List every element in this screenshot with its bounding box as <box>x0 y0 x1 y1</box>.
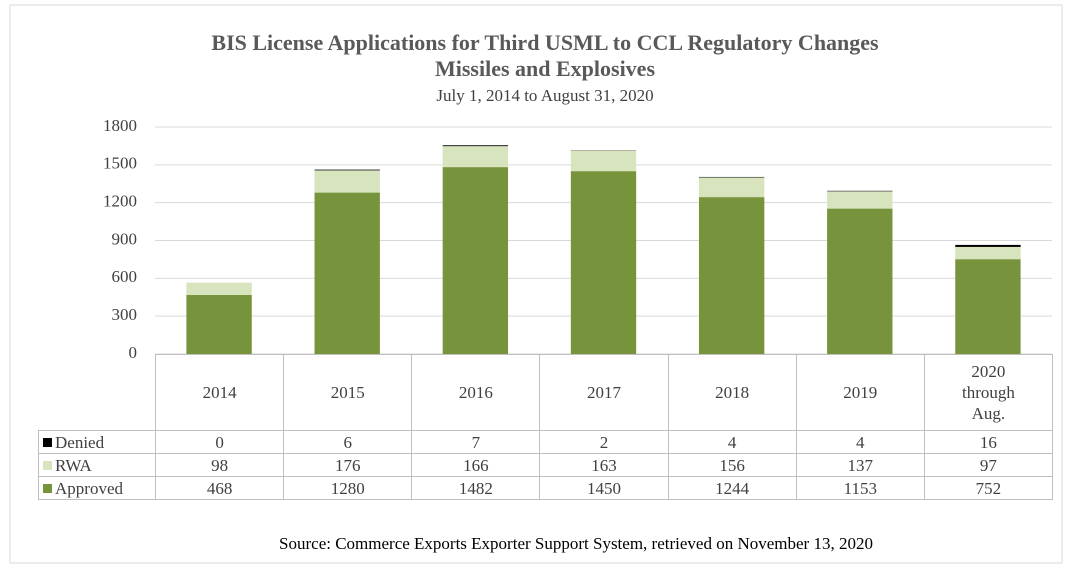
source-note: Source: Commerce Exports Exporter Suppor… <box>279 534 873 553</box>
bar-segment <box>314 169 380 171</box>
bar-segment <box>442 145 509 147</box>
data-label: 2 <box>539 430 669 454</box>
bar-segment <box>955 244 1021 247</box>
y-tick-label: 600 <box>112 267 138 286</box>
legend-entry: Denied <box>38 430 156 454</box>
bar-segment <box>314 170 380 193</box>
data-label: 163 <box>539 453 669 477</box>
data-label: 1450 <box>539 476 669 500</box>
data-label: 0 <box>154 430 285 454</box>
bar-segment <box>314 192 380 354</box>
header-row: 2014 2015 2016 2017 2018 2019 2020 through Aug… <box>38 354 1054 431</box>
x-tick-label: 2020 through Aug. <box>923 354 1054 431</box>
data-label: 6 <box>283 430 413 454</box>
legend-swatch <box>43 437 52 447</box>
x-tick-label: 2015 <box>283 354 413 431</box>
y-tick-label: 1200 <box>103 192 137 211</box>
chart-border <box>9 4 1063 564</box>
table-row: Approved 468 1280 1482 1450 1244 1153 752 <box>38 476 1054 500</box>
y-tick-label: 1800 <box>103 116 137 135</box>
legend-swatch <box>43 460 52 470</box>
data-label: 137 <box>795 453 925 477</box>
table-row: Denied 0 6 7 2 4 4 16 <box>38 430 1054 454</box>
corner <box>38 354 156 431</box>
chart-subtitle: July 1, 2014 to August 31, 2020 <box>436 86 653 105</box>
data-label: 98 <box>154 453 285 477</box>
legend-label: RWA <box>55 455 92 475</box>
legend-entry: RWA <box>38 453 156 477</box>
bar-segment <box>955 259 1021 354</box>
data-label: 166 <box>411 453 541 477</box>
data-label: 4 <box>795 430 925 454</box>
bar-segment <box>827 208 893 354</box>
data-label: 176 <box>283 453 413 477</box>
table-row: RWA 98 176 166 163 156 137 97 <box>38 453 1054 477</box>
data-label: 1244 <box>667 476 797 500</box>
data-label: 4 <box>667 430 797 454</box>
bar-segment <box>186 282 252 295</box>
data-label: 468 <box>154 476 285 500</box>
y-tick-label: 0 <box>129 343 138 362</box>
data-label: 156 <box>667 453 797 477</box>
x-tick-label: 2014 <box>154 354 285 431</box>
bar-segment <box>827 191 893 209</box>
bar-segment <box>698 177 765 198</box>
data-label: 1153 <box>795 476 925 500</box>
data-label: 1280 <box>283 476 413 500</box>
bar-segment <box>698 176 765 178</box>
y-tick-label: 300 <box>112 305 138 324</box>
y-tick-label: 1500 <box>103 154 137 173</box>
data-label: 97 <box>923 453 1054 477</box>
y-tick-label: 900 <box>112 229 138 248</box>
x-tick-label: 2017 <box>539 354 669 431</box>
legend-label: Denied <box>55 432 105 452</box>
x-tick-label: 2019 <box>795 354 925 431</box>
bar-segment <box>570 150 637 172</box>
x-tick-label: 2016 <box>411 354 541 431</box>
legend-swatch <box>43 483 52 493</box>
data-label: 752 <box>923 476 1054 500</box>
data-label: 1482 <box>411 476 541 500</box>
bar-segment <box>186 294 252 354</box>
bar-segment <box>698 197 765 354</box>
bar-segment <box>955 246 1021 260</box>
x-tick-label: 2018 <box>667 354 797 431</box>
bar-segment <box>827 190 893 192</box>
bar-segment <box>570 171 637 354</box>
data-table: 2014 2015 2016 2017 2018 2019 2020 through Aug… <box>38 354 1054 500</box>
legend-label: Approved <box>55 478 123 498</box>
legend-entry: Approved <box>38 476 156 500</box>
data-label: 16 <box>923 430 1054 454</box>
bar-segment <box>442 146 509 168</box>
bar-segment <box>442 167 509 354</box>
chart-title: BIS License Applications for Third USML … <box>211 30 879 55</box>
data-label: 7 <box>411 430 541 454</box>
chart-title-line2: Missiles and Explosives <box>435 56 655 81</box>
